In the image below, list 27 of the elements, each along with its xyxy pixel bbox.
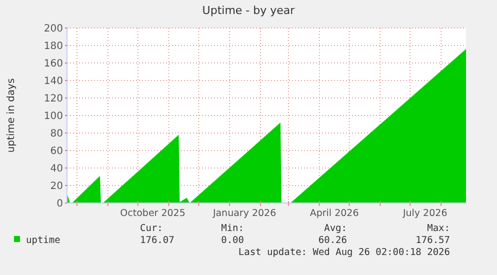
y-tick-label: 120 [44, 94, 63, 104]
text: 60.26 [318, 235, 348, 246]
y-tick-label: 20 [50, 181, 63, 192]
text: Avg: [324, 223, 347, 234]
text: Last update: Wed Aug 26 02:00:18 2026 [238, 247, 450, 258]
y-tick-label: 0 [56, 198, 63, 210]
y-tick-label: 80 [50, 128, 63, 140]
text: Min: [221, 223, 244, 234]
text: Cur: [140, 223, 163, 234]
y-tick-label: 160 [44, 58, 63, 70]
x-tick-label: July 2026 [402, 208, 448, 219]
y-tick-label: 60 [50, 146, 63, 157]
y-axis-title: uptime in days [6, 78, 17, 153]
chart-title: Uptime - by year [202, 4, 296, 17]
y-tick-label: 40 [50, 164, 63, 174]
text: 0.00 [221, 235, 244, 246]
text: Max: [427, 223, 450, 234]
legend-label: uptime [26, 235, 61, 246]
text: 176.07 [140, 235, 174, 246]
y-tick-label: 200 [44, 24, 63, 34]
x-tick-label: January 2026 [212, 208, 276, 219]
text: 176.57 [416, 235, 450, 246]
x-tick-label: April 2026 [310, 208, 359, 219]
x-tick-label: October 2025 [120, 208, 186, 219]
y-tick-label: 140 [44, 76, 63, 87]
y-tick-label: 180 [44, 41, 63, 52]
y-tick-label: 100 [44, 111, 63, 122]
